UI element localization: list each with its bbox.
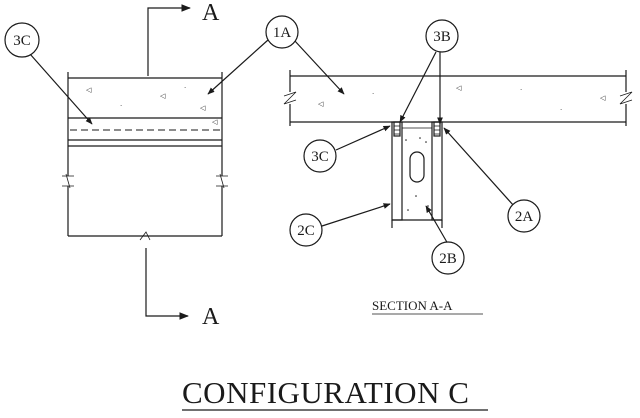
left-elevation: ◁ ◁ ◁ · · ◁ <box>62 72 228 241</box>
callout-2a-label: 2A <box>515 209 534 225</box>
callout-3c-right-label: 3C <box>311 149 329 165</box>
callout-3c-right: 3C <box>303 139 337 173</box>
section-mark-top: A <box>202 0 220 26</box>
callout-3b: 3B <box>425 19 459 53</box>
svg-text:◁: ◁ <box>160 92 166 100</box>
callout-1a-label: 1A <box>273 25 292 41</box>
section-title-group: SECTION A-A <box>372 298 483 315</box>
section-view: ◁ ◁ · ◁ · · <box>283 70 633 228</box>
callout-2c: 2C <box>289 213 323 247</box>
svg-text:·: · <box>120 102 122 110</box>
configuration-title-group: CONFIGURATION C <box>182 375 488 411</box>
svg-text:·: · <box>184 84 186 92</box>
callout-2b: 2B <box>431 241 465 275</box>
callout-2a: 2A <box>507 199 541 233</box>
svg-text:◁: ◁ <box>86 86 92 94</box>
section-title: SECTION A-A <box>372 298 453 313</box>
svg-text:◁: ◁ <box>456 84 462 92</box>
svg-text:◁: ◁ <box>318 100 324 108</box>
callout-2b-label: 2B <box>439 251 457 267</box>
callout-2c-label: 2C <box>297 223 315 239</box>
callout-3c-left: 3C <box>4 22 40 58</box>
configuration-title: CONFIGURATION C <box>182 375 469 410</box>
callout-3b-label: 3B <box>433 29 451 45</box>
svg-text:◁: ◁ <box>600 94 606 102</box>
callout-1a: 1A <box>265 15 299 49</box>
callout-3c-left-label: 3C <box>13 33 31 49</box>
section-mark-bottom: A <box>202 304 220 330</box>
svg-text:◁: ◁ <box>212 118 218 126</box>
section-cut-top: A <box>147 0 220 76</box>
svg-text:·: · <box>520 86 522 94</box>
section-cut-bottom: A <box>145 248 220 330</box>
leaders <box>29 39 515 245</box>
svg-text:·: · <box>560 106 562 114</box>
svg-text:◁: ◁ <box>200 104 206 112</box>
svg-text:·: · <box>372 90 374 98</box>
